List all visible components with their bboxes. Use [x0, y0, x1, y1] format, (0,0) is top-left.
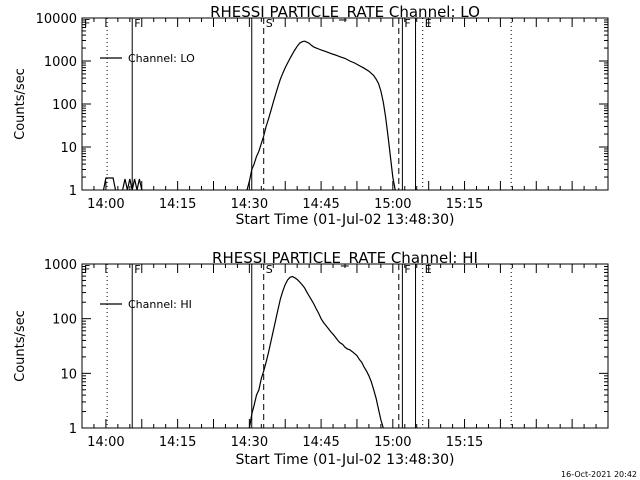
legend-label: Channel: LO: [128, 52, 195, 65]
x-axis-label: Start Time (01-Jul-02 13:48:30): [235, 212, 454, 228]
marker-flag: F: [134, 263, 140, 276]
y-tick-label: 100: [52, 313, 77, 328]
series-group: [82, 40, 396, 190]
y-tick-label: 100: [52, 98, 77, 113]
marker-flag: S: [266, 263, 273, 276]
marker-flag: E: [425, 263, 432, 276]
marker-flag: F: [84, 17, 90, 30]
x-tick-label: 15:00: [374, 435, 411, 450]
y-tick-label: 10: [60, 367, 77, 382]
footer-timestamp: 16-Oct-2021 20:42: [561, 470, 637, 479]
y-tick-label: 1000: [44, 258, 77, 273]
x-tick-label: 14:30: [231, 435, 268, 450]
x-tick-label: 15:15: [446, 435, 483, 450]
marker-flag: E: [425, 17, 432, 30]
y-axis-label: Counts/sec: [13, 68, 28, 140]
marker-flag: F: [134, 17, 140, 30]
x-tick-label: 14:45: [302, 435, 339, 450]
x-tick-label: 14:45: [302, 197, 339, 212]
panel-hi: RHESSI PARTICLE_RATE Channel: HI 1 10 100 10…: [13, 249, 609, 468]
y-tick-label: 10000: [36, 12, 77, 27]
y-tick-label: 1: [69, 422, 77, 437]
marker-flag: S: [266, 17, 273, 30]
marker-flag: F: [84, 263, 90, 276]
x-tick-label: 14:30: [231, 197, 268, 212]
data-line: [246, 40, 396, 190]
x-tick-label: 14:00: [87, 197, 124, 212]
legend-label: Channel: HI: [128, 298, 192, 311]
plot-frame: [81, 263, 609, 429]
x-tick-label: 15:15: [446, 197, 483, 212]
panel-lo: RHESSI PARTICLE_RATE Channel: LO 1 10 100 10…: [13, 3, 609, 228]
x-axis-label: Start Time (01-Jul-02 13:48:30): [235, 452, 454, 468]
data-line: [122, 178, 143, 190]
y-tick-label: 1000: [44, 55, 77, 70]
data-line: [102, 177, 117, 190]
x-tick-label: 14:00: [87, 435, 124, 450]
plot-frame: [81, 17, 609, 191]
series-group: [248, 275, 384, 428]
chart-title: RHESSI PARTICLE_RATE Channel: LO: [210, 3, 480, 22]
y-axis-label: Counts/sec: [13, 310, 28, 382]
chart-title: RHESSI PARTICLE_RATE Channel: HI: [212, 249, 478, 268]
x-tick-label: 14:15: [159, 197, 196, 212]
x-tick-label: 15:00: [374, 197, 411, 212]
y-tick-label: 1: [69, 184, 77, 199]
y-tick-label: 10: [60, 141, 77, 156]
data-line: [248, 275, 384, 428]
marker-flag: F: [404, 17, 410, 30]
marker-flag: F: [404, 263, 410, 276]
x-tick-label: 14:15: [159, 435, 196, 450]
